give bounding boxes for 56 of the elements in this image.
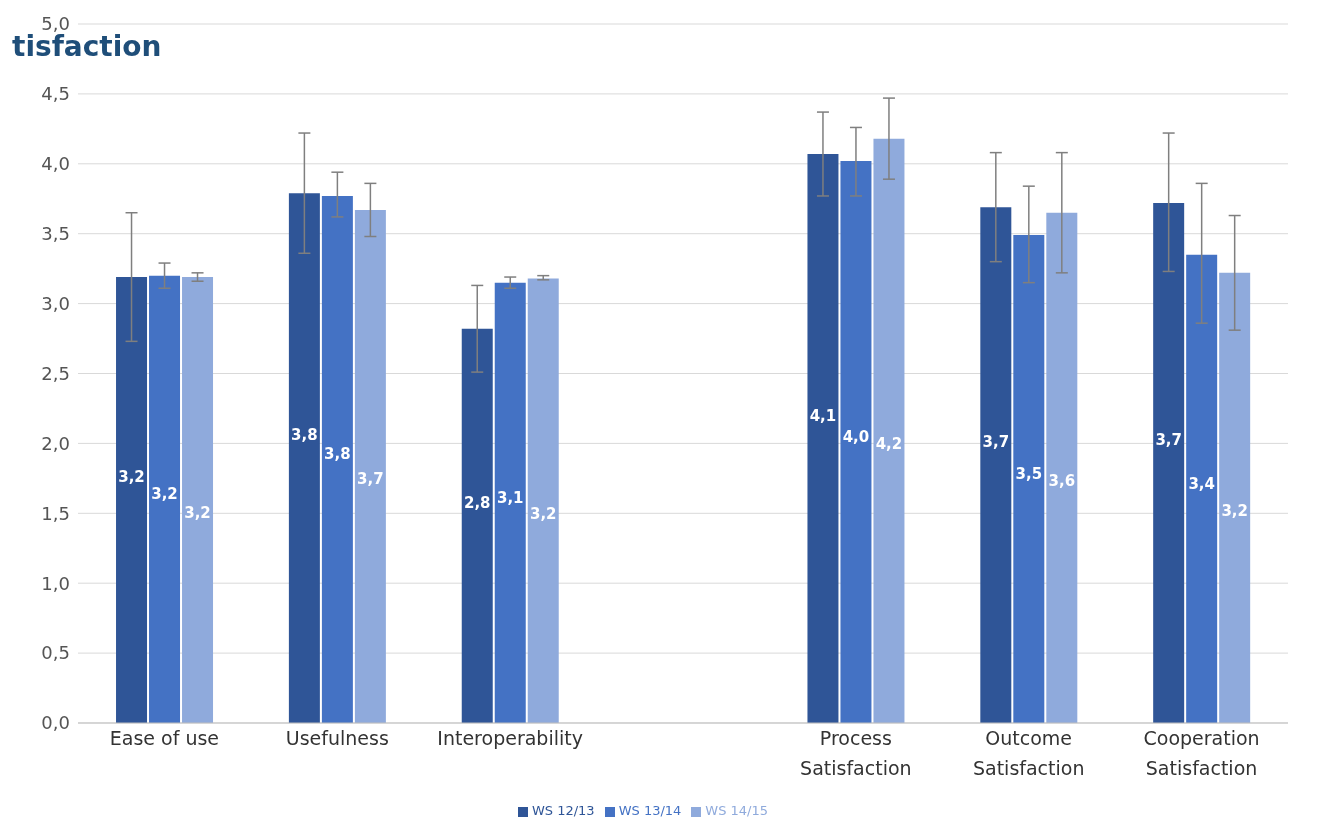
- data-label: 3,2: [1221, 501, 1248, 520]
- data-label: 3,8: [291, 426, 318, 445]
- legend-label: WS 13/14: [618, 803, 682, 818]
- data-label: 3,2: [151, 485, 178, 504]
- y-tick-label: 2,5: [41, 362, 70, 384]
- legend-label: WS 14/15: [705, 803, 769, 818]
- y-tick-label: 3,5: [41, 223, 70, 245]
- data-label: 4,0: [842, 428, 870, 446]
- data-label: 3,2: [118, 468, 145, 487]
- y-tick-label: 1,5: [41, 502, 70, 524]
- bar: [321, 195, 353, 723]
- data-label: 4,2: [875, 434, 903, 453]
- data-label: 3,7: [357, 470, 384, 489]
- bar: [116, 277, 148, 723]
- x-tick-label: Ease of use: [109, 727, 220, 749]
- y-tick-label: 2,0: [41, 432, 70, 454]
- data-label: 3,7: [1155, 430, 1182, 449]
- data-label: 3,2: [529, 504, 557, 523]
- bar: [1046, 212, 1078, 723]
- data-label: 3,8: [324, 445, 351, 464]
- bar: [354, 209, 386, 723]
- bar: [980, 207, 1012, 723]
- data-label: 3,6: [1048, 471, 1076, 490]
- bar: [1013, 235, 1045, 723]
- data-label: 3,4: [1188, 474, 1215, 493]
- y-tick-label: 3,0: [41, 292, 70, 314]
- bar: [1153, 202, 1185, 723]
- bar: [461, 328, 493, 723]
- y-tick-label: 1,0: [41, 572, 70, 594]
- data-label: 3,2: [184, 504, 211, 523]
- y-tick-label: 4,5: [41, 83, 70, 105]
- y-tick-label: 4,0: [41, 153, 70, 175]
- data-label: 4,1: [809, 406, 837, 425]
- x-tick-label: Outcome Satisfaction: [972, 727, 1085, 779]
- data-label: 3,5: [1015, 465, 1043, 484]
- y-tick-label: 0,0: [41, 712, 70, 734]
- data-label: 3,7: [982, 433, 1010, 452]
- x-tick-label: Process Satisfaction: [800, 727, 912, 779]
- bar: [873, 138, 905, 723]
- data-label: 2,8: [463, 493, 491, 512]
- bar: [807, 154, 839, 723]
- bar: [149, 275, 181, 723]
- data-label: 3,1: [496, 488, 524, 507]
- x-tick-label: Cooperation Satisfaction: [1143, 727, 1260, 779]
- x-tick-label: Interoperability: [437, 727, 583, 749]
- x-tick-label: Usefulness: [285, 727, 389, 749]
- bar: [182, 277, 214, 723]
- bar: [840, 161, 872, 723]
- bar: [494, 282, 526, 723]
- y-tick-label: 5,0: [41, 13, 70, 35]
- legend-label: WS 12/13: [531, 803, 595, 818]
- bar: [288, 193, 320, 723]
- y-tick-label: 0,5: [41, 642, 70, 664]
- bar: [1219, 272, 1251, 723]
- bar: [1186, 254, 1218, 723]
- bar: [527, 278, 559, 723]
